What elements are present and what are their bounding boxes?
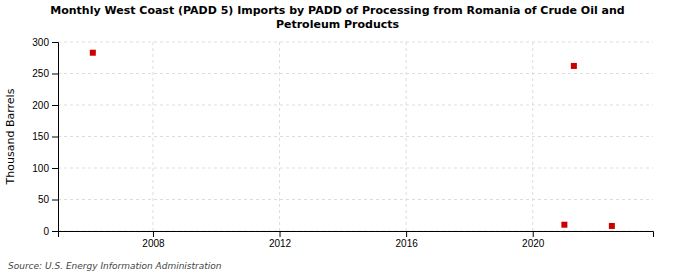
tick: 200 xyxy=(32,100,58,111)
chart: 2008 2012 2016 2020 0 50 100 150 200 250 300 Thousa… xyxy=(0,0,675,275)
tick: 50 xyxy=(38,194,58,205)
tick-mark xyxy=(406,231,407,237)
grid-line xyxy=(58,168,653,169)
tick-label: 2016 xyxy=(396,238,419,249)
tick-mark xyxy=(533,231,534,237)
tick-label: 50 xyxy=(38,194,50,205)
point xyxy=(90,50,96,56)
tick-mark xyxy=(153,231,154,237)
point xyxy=(571,63,577,69)
grid-line xyxy=(58,136,653,137)
title-line: Petroleum Products xyxy=(276,18,400,31)
tick-label: 200 xyxy=(32,100,49,111)
tick-label: 2012 xyxy=(269,238,292,249)
tick: 2020 xyxy=(522,231,545,249)
axis-line xyxy=(52,43,59,232)
tick-label: 150 xyxy=(32,131,49,142)
tick: 0 xyxy=(43,226,58,237)
tick-label: 300 xyxy=(32,37,49,48)
tick: 300 xyxy=(32,37,58,48)
grid-line xyxy=(532,42,533,231)
tick-mark xyxy=(52,200,58,201)
tick: 250 xyxy=(32,68,58,79)
y-axis: 0 50 100 150 200 250 300 xyxy=(32,37,58,237)
tick-label: 100 xyxy=(32,163,49,174)
title: Monthly West Coast (PADD 5) Imports by P… xyxy=(50,4,624,31)
y-axis-title: Thousand Barrels xyxy=(4,88,17,185)
grid-line xyxy=(279,42,280,231)
source: Source: U.S. Energy Information Administ… xyxy=(8,261,222,271)
grid-line xyxy=(58,42,653,43)
axis-line xyxy=(59,232,654,238)
tick-mark xyxy=(52,137,58,138)
tick-mark xyxy=(52,74,58,75)
plot: 2008 2012 2016 2020 0 50 100 150 200 250 300 xyxy=(32,37,653,249)
grid-line xyxy=(58,199,653,200)
tick-label: 0 xyxy=(43,226,49,237)
points xyxy=(90,50,615,229)
x-axis: 2008 2012 2016 2020 xyxy=(59,231,654,249)
grid-line xyxy=(58,73,653,74)
tick-mark xyxy=(280,231,281,237)
tick-label: 250 xyxy=(32,68,49,79)
grid-line xyxy=(406,42,407,231)
tick: 2008 xyxy=(142,231,165,249)
tick-mark xyxy=(52,231,58,232)
title-line: Monthly West Coast (PADD 5) Imports by P… xyxy=(50,4,624,17)
grid-line xyxy=(152,42,153,231)
point xyxy=(609,223,615,229)
tick-label: 2020 xyxy=(522,238,545,249)
grid-line xyxy=(58,105,653,106)
grid xyxy=(58,42,653,231)
tick-mark xyxy=(52,168,58,169)
tick: 150 xyxy=(32,131,58,142)
point xyxy=(561,222,567,228)
tick: 2016 xyxy=(396,231,419,249)
tick-mark xyxy=(52,105,58,106)
tick-mark xyxy=(52,42,58,43)
tick: 100 xyxy=(32,163,58,174)
tick-label: 2008 xyxy=(142,238,165,249)
tick: 2012 xyxy=(269,231,292,249)
